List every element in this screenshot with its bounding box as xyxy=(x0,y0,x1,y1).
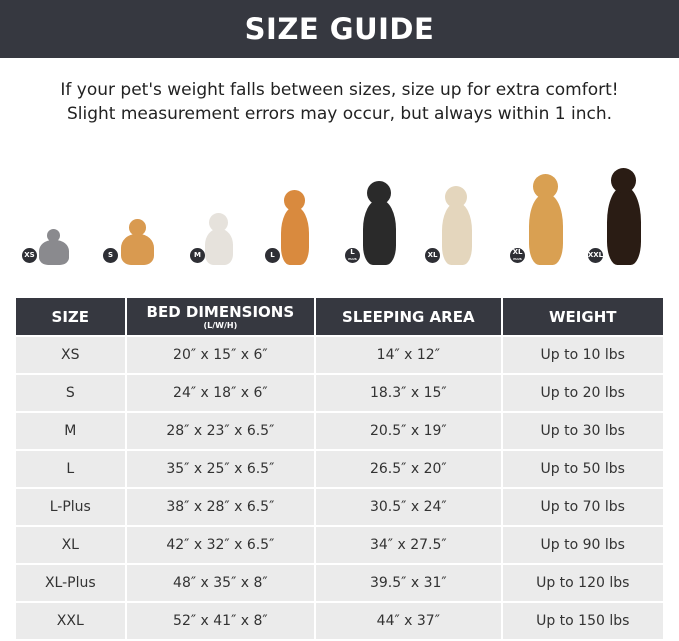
table-cell: Up to 70 lbs xyxy=(500,487,666,527)
table-cell: Up to 90 lbs xyxy=(500,525,666,565)
table-cell: L xyxy=(14,449,127,489)
page-title: SIZE GUIDE xyxy=(0,0,679,58)
table-cell: XL xyxy=(14,525,127,565)
table-cell: Up to 10 lbs xyxy=(500,335,666,375)
table-cell: Up to 20 lbs xyxy=(500,373,666,413)
pet-image: S xyxy=(103,217,163,265)
size-table: SIZE BED DIMENSIONS (L/W/H) SLEEPING AREA WE… xyxy=(14,298,666,641)
table-row: M 28″ x 23″ x 6.5″ 20.5″ x 19″ Up to 30 lbs xyxy=(14,411,666,451)
sizing-note: If your pet's weight falls between sizes… xyxy=(0,78,679,126)
table-cell: 38″ x 28″ x 6.5″ xyxy=(124,487,317,527)
table-cell: XXL xyxy=(14,601,127,641)
size-badge: XXL xyxy=(588,248,603,263)
note-line-1: If your pet's weight falls between sizes… xyxy=(60,80,619,100)
table-cell: 20.5″ x 19″ xyxy=(314,411,503,451)
size-badge: M xyxy=(190,248,205,263)
table-cell: M xyxy=(14,411,127,451)
table-row: XXL 52″ x 41″ x 8″ 44″ x 37″ Up to 150 lbs xyxy=(14,601,666,641)
size-badge: XS xyxy=(22,248,37,263)
size-badge: L xyxy=(265,248,280,263)
pet-image: XL PLUS xyxy=(510,155,572,265)
table-cell: 18.3″ x 15″ xyxy=(314,373,503,413)
table-cell: Up to 120 lbs xyxy=(500,563,666,603)
size-badge: S xyxy=(103,248,118,263)
pet-image: XL xyxy=(425,170,480,265)
column-header: SIZE xyxy=(14,298,127,337)
table-cell: XS xyxy=(14,335,127,375)
table-cell: 44″ x 37″ xyxy=(314,601,503,641)
table-cell: 28″ x 23″ x 6.5″ xyxy=(124,411,317,451)
note-line-2: Slight measurement errors may occur, but… xyxy=(66,104,613,124)
pet-size-illustrations: XS S M L L PLUS XL XL PLUS XXL xyxy=(0,140,679,265)
table-cell: 34″ x 27.5″ xyxy=(314,525,503,565)
pet-image: XXL xyxy=(588,145,650,265)
pet-image: XS xyxy=(22,227,77,265)
table-cell: 24″ x 18″ x 6″ xyxy=(124,373,317,413)
table-cell: 42″ x 32″ x 6.5″ xyxy=(124,525,317,565)
size-badge: XL xyxy=(425,248,440,263)
table-cell: Up to 50 lbs xyxy=(500,449,666,489)
table-row: S 24″ x 18″ x 6″ 18.3″ x 15″ Up to 20 lbs xyxy=(14,373,666,413)
table-cell: 14″ x 12″ xyxy=(314,335,503,375)
table-cell: Up to 150 lbs xyxy=(500,601,666,641)
table-cell: 39.5″ x 31″ xyxy=(314,563,503,603)
table-row: XS 20″ x 15″ x 6″ 14″ x 12″ Up to 10 lbs xyxy=(14,335,666,375)
table-row: XL 42″ x 32″ x 6.5″ 34″ x 27.5″ Up to 90 lb… xyxy=(14,525,666,565)
size-badge: XL PLUS xyxy=(510,248,525,263)
table-cell: 20″ x 15″ x 6″ xyxy=(124,335,317,375)
size-badge: L PLUS xyxy=(345,248,360,263)
table-cell: L-Plus xyxy=(14,487,127,527)
column-header: WEIGHT xyxy=(500,298,666,337)
table-cell: XL-Plus xyxy=(14,563,127,603)
table-cell: 30.5″ x 24″ xyxy=(314,487,503,527)
table-cell: Up to 30 lbs xyxy=(500,411,666,451)
table-cell: 26.5″ x 20″ xyxy=(314,449,503,489)
table-cell: 52″ x 41″ x 8″ xyxy=(124,601,317,641)
pet-image: L PLUS xyxy=(345,165,405,265)
pet-image: L xyxy=(265,175,317,265)
table-cell: 48″ x 35″ x 8″ xyxy=(124,563,317,603)
table-cell: 35″ x 25″ x 6.5″ xyxy=(124,449,317,489)
table-cell: S xyxy=(14,373,127,413)
column-header: SLEEPING AREA xyxy=(314,298,503,337)
table-row: XL-Plus 48″ x 35″ x 8″ 39.5″ x 31″ Up to 12… xyxy=(14,563,666,603)
table-row: L 35″ x 25″ x 6.5″ 26.5″ x 20″ Up to 50 lbs xyxy=(14,449,666,489)
pet-image: M xyxy=(190,210,240,265)
table-row: L-Plus 38″ x 28″ x 6.5″ 30.5″ x 24″ Up to 7… xyxy=(14,487,666,527)
column-header: BED DIMENSIONS (L/W/H) xyxy=(124,298,317,337)
